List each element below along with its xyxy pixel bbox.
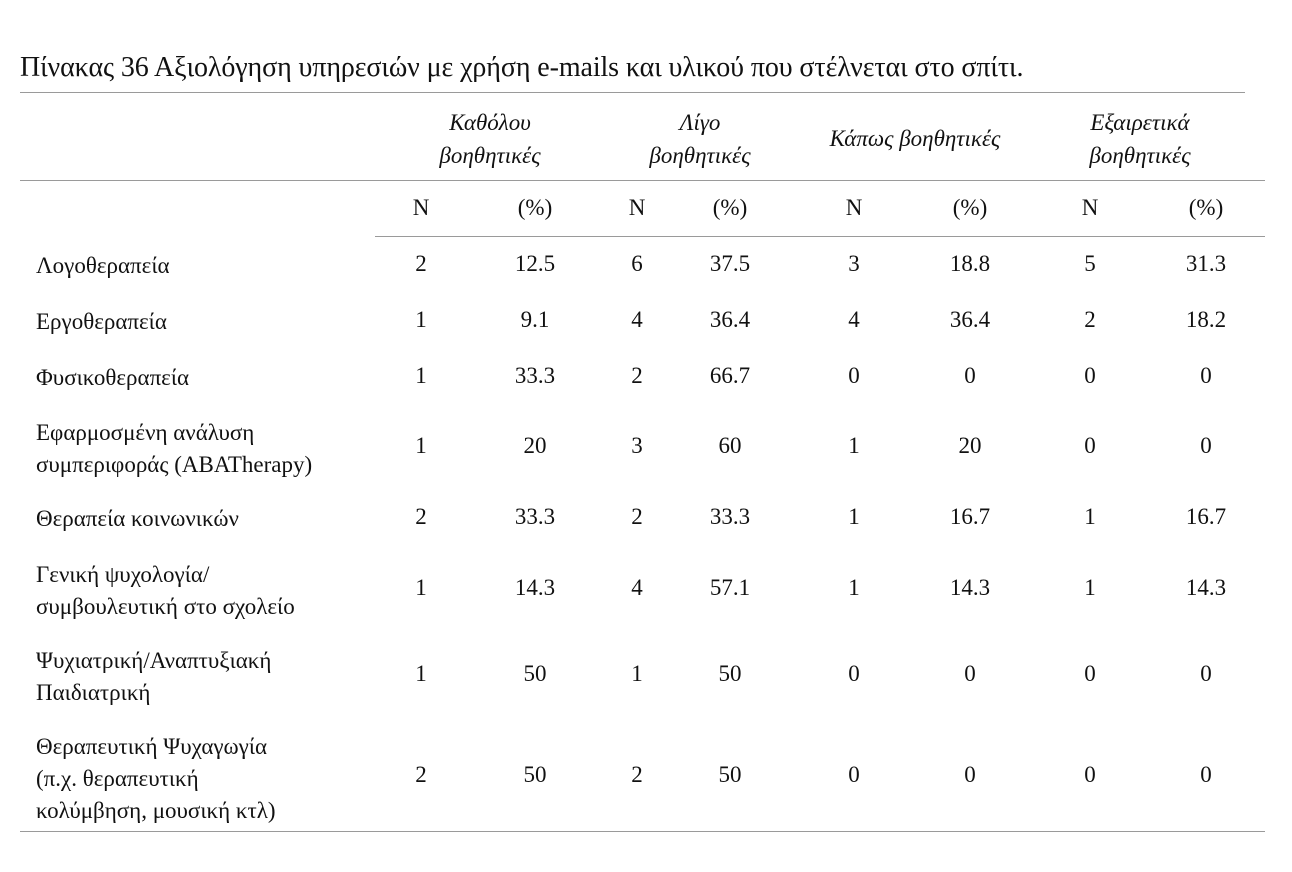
table-cell: 1 xyxy=(415,363,427,388)
table-cell: 0 xyxy=(1084,762,1096,787)
group-header-extremely-helpful: Εξαιρετικά βοηθητικές xyxy=(1089,110,1191,168)
subheader-n-4: N xyxy=(1081,195,1099,220)
subheader-n-1: N xyxy=(412,195,430,220)
table-cell: 6 xyxy=(631,251,643,276)
table-cell: 2 xyxy=(631,504,643,529)
caption-rule xyxy=(20,92,1245,93)
group-header-somewhat-helpful: Κάπως βοηθητικές xyxy=(829,126,1001,151)
table-cell: 16.7 xyxy=(949,504,991,529)
table-cell: 0 xyxy=(964,363,976,388)
table-cell: 0 xyxy=(848,762,860,787)
subheader-n-2: N xyxy=(628,195,646,220)
table-cell: 2 xyxy=(415,762,427,787)
row-label: Εργοθεραπεία xyxy=(36,309,167,334)
group-header-not-helpful: Καθόλου βοηθητικές xyxy=(439,110,541,168)
table-cell: 2 xyxy=(1084,307,1096,332)
subheader-pct-3: (%) xyxy=(952,195,988,220)
table-cell: 12.5 xyxy=(514,251,556,276)
table-cell: 66.7 xyxy=(709,363,751,388)
table-cell: 1 xyxy=(848,504,860,529)
row-label: Γενική ψυχολογία/συμβουλευτική στο σχολε… xyxy=(36,562,295,619)
table-cell: 14.3 xyxy=(949,575,991,600)
header-rule xyxy=(20,180,1265,181)
table-cell: 50 xyxy=(523,762,547,787)
table-cell: 20 xyxy=(523,433,547,458)
table-cell: 1 xyxy=(415,661,427,686)
table-cell: 0 xyxy=(1084,433,1096,458)
row-label: Θεραπευτική Ψυχαγωγία (π.χ. θεραπευτική κο… xyxy=(36,734,276,823)
table-cell: 1 xyxy=(1084,575,1096,600)
table-cell: 5 xyxy=(1084,251,1096,276)
table-cell: 50 xyxy=(523,661,547,686)
table-cell: 18.2 xyxy=(1185,307,1227,332)
bottom-rule xyxy=(20,831,1265,832)
table-caption: Πίνακας 36 Αξιολόγηση υπηρεσιών με χρήση… xyxy=(20,52,1024,83)
table-cell: 60 xyxy=(718,433,742,458)
table-cell: 1 xyxy=(848,433,860,458)
subheader-rule xyxy=(375,236,1265,237)
table-cell: 0 xyxy=(1084,363,1096,388)
table-cell: 2 xyxy=(415,251,427,276)
table-cell: 33.3 xyxy=(514,363,556,388)
subheader-pct-2: (%) xyxy=(712,195,748,220)
table-cell: 4 xyxy=(848,307,860,332)
table-cell: 0 xyxy=(964,661,976,686)
table-cell: 3 xyxy=(631,433,643,458)
table-cell: 20 xyxy=(958,433,982,458)
table-cell: 3 xyxy=(848,251,860,276)
table-cell: 2 xyxy=(415,504,427,529)
table-cell: 9.1 xyxy=(520,307,550,332)
row-label: Λογοθεραπεία xyxy=(36,253,170,278)
subheader-pct-4: (%) xyxy=(1188,195,1224,220)
table-cell: 1 xyxy=(1084,504,1096,529)
table-cell: 1 xyxy=(415,433,427,458)
table-cell: 16.7 xyxy=(1185,504,1227,529)
table-cell: 1 xyxy=(415,307,427,332)
row-label: Φυσικοθεραπεία xyxy=(36,365,190,390)
row-label: Θεραπεία κοινωνικών xyxy=(36,506,239,531)
table-cell: 18.8 xyxy=(949,251,991,276)
table-cell: 0 xyxy=(1200,363,1212,388)
table-cell: 37.5 xyxy=(709,251,751,276)
subheader-n-3: N xyxy=(845,195,863,220)
table-cell: 1 xyxy=(631,661,643,686)
subheader-pct-1: (%) xyxy=(517,195,553,220)
table-cell: 0 xyxy=(1200,762,1212,787)
table-cell: 1 xyxy=(848,575,860,600)
row-label: Ψυχιατρική/Αναπτυξιακή Παιδιατρική xyxy=(36,648,272,705)
table-cell: 4 xyxy=(631,307,643,332)
table-cell: 0 xyxy=(964,762,976,787)
table-cell: 0 xyxy=(1084,661,1096,686)
table-cell: 57.1 xyxy=(709,575,751,600)
table-cell: 4 xyxy=(631,575,643,600)
table-cell: 14.3 xyxy=(1185,575,1227,600)
table-cell: 14.3 xyxy=(514,575,556,600)
table-cell: 31.3 xyxy=(1185,251,1227,276)
table-cell: 2 xyxy=(631,762,643,787)
table-cell: 0 xyxy=(1200,661,1212,686)
table-cell: 1 xyxy=(415,575,427,600)
table-cell: 36.4 xyxy=(949,307,991,332)
table-cell: 2 xyxy=(631,363,643,388)
table-cell: 36.4 xyxy=(709,307,751,332)
table-cell: 50 xyxy=(718,762,742,787)
table-cell: 0 xyxy=(848,661,860,686)
group-header-little-helpful: Λίγο βοηθητικές xyxy=(649,110,751,168)
table-cell: 33.3 xyxy=(514,504,556,529)
table-cell: 0 xyxy=(1200,433,1212,458)
table-cell: 0 xyxy=(848,363,860,388)
table-cell: 50 xyxy=(718,661,742,686)
row-label: Εφαρμοσμένη ανάλυση συμπεριφοράς (ABATher… xyxy=(36,420,313,477)
table-cell: 33.3 xyxy=(709,504,751,529)
